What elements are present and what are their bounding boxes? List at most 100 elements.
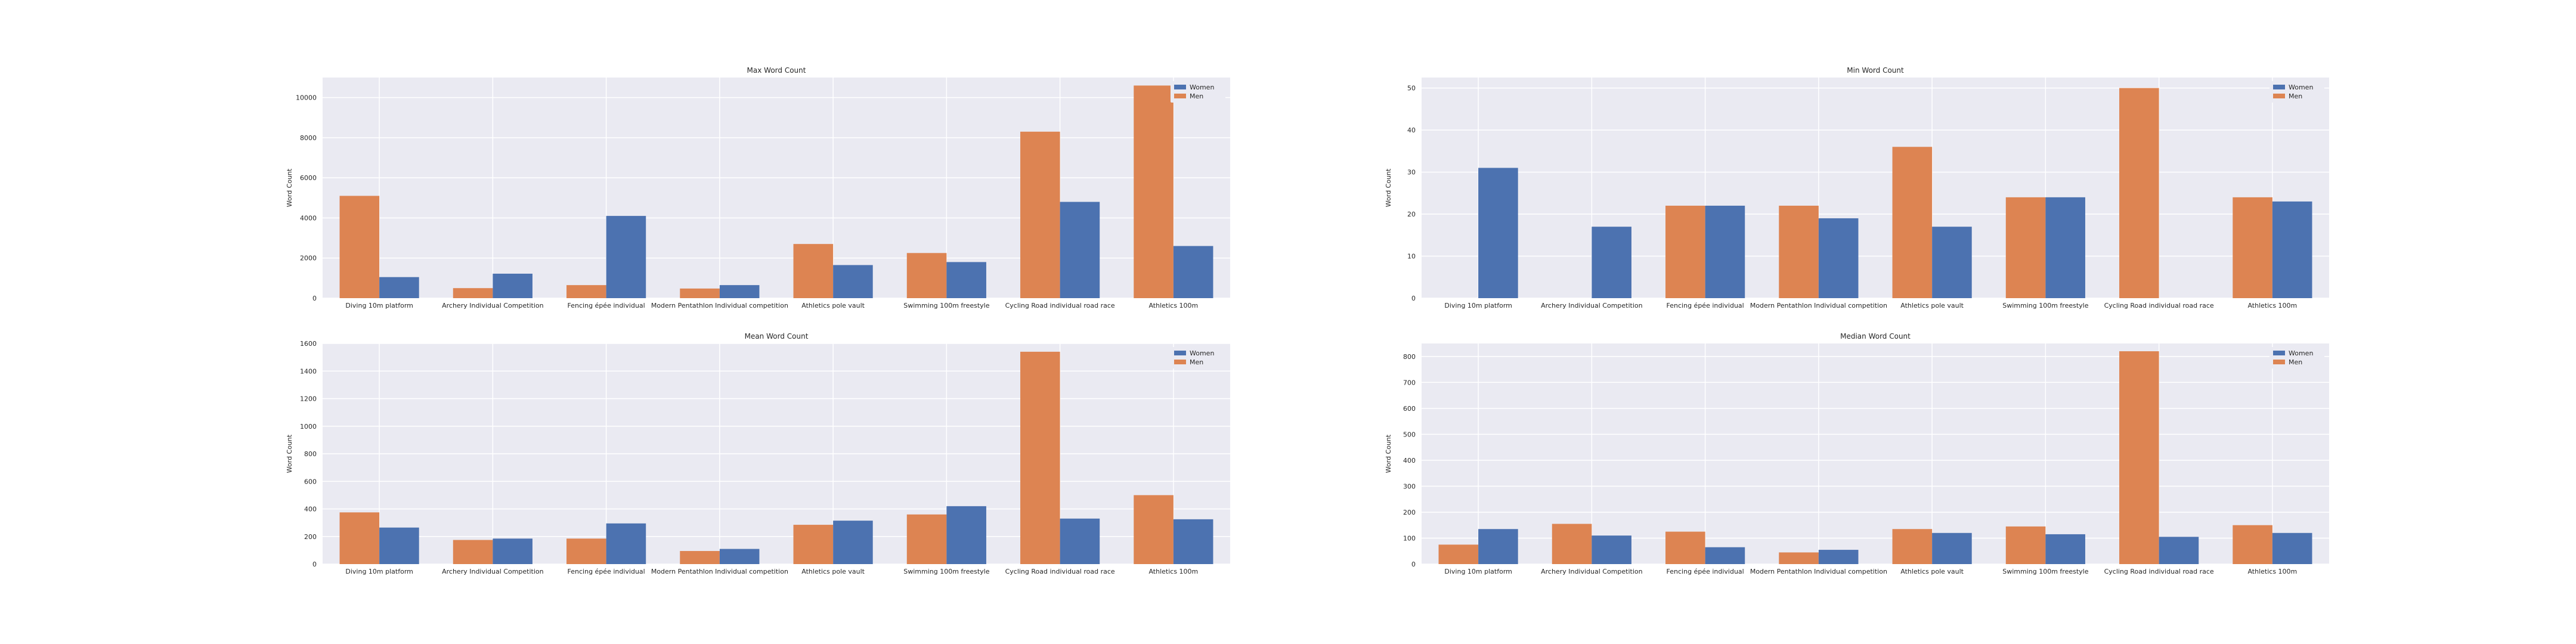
y-tick-label: 20	[1407, 210, 1416, 218]
legend-label-women: Women	[2289, 349, 2313, 357]
chart-title: Median Word Count	[1840, 332, 1911, 340]
bar-men	[339, 512, 380, 564]
bar-women	[1060, 202, 1100, 298]
bar-women	[946, 506, 986, 564]
x-tick-label: Archery Individual Competition	[1541, 568, 1643, 575]
y-tick-label: 40	[1407, 126, 1416, 134]
y-tick-label: 0	[1411, 561, 1416, 568]
y-tick-label: 50	[1407, 85, 1416, 92]
y-tick-label: 1400	[300, 367, 317, 375]
y-tick-label: 500	[1403, 431, 1416, 438]
x-tick-label: Modern Pentathlon Individual competition	[651, 302, 788, 309]
y-tick-label: 0	[312, 561, 317, 568]
bar-women	[1478, 529, 1518, 564]
bar-women	[493, 538, 532, 564]
x-tick-label: Fencing épée individual	[568, 568, 645, 575]
x-tick-label: Cycling Road individual road race	[2104, 302, 2214, 309]
bar-men	[2233, 525, 2272, 564]
y-tick-label: 800	[1403, 353, 1416, 361]
bar-women	[1592, 227, 1631, 298]
bar-women	[2159, 537, 2199, 564]
x-tick-label: Archery Individual Competition	[442, 302, 544, 309]
y-tick-label: 10	[1407, 253, 1416, 261]
x-tick-label: Cycling Road individual road race	[2104, 568, 2214, 575]
bar-men	[566, 285, 606, 298]
bar-women	[1705, 205, 1745, 298]
bar-men	[680, 288, 720, 298]
x-tick-label: Diving 10m platform	[1444, 302, 1512, 309]
y-tick-label: 1600	[300, 340, 317, 348]
bar-women	[719, 549, 760, 564]
bar-women	[719, 285, 760, 298]
bar-women	[1818, 550, 1859, 564]
chart-panel: 0 100 200 300 400 500 600 700 800 Diving 10m plat…	[1385, 332, 2329, 575]
x-tick-label: Fencing épée individual	[1667, 302, 1744, 309]
legend-label-women: Women	[2289, 83, 2313, 91]
bar-women	[379, 277, 419, 298]
bar-women	[606, 523, 646, 564]
bar-women	[493, 273, 532, 298]
legend-swatch-women	[2273, 85, 2285, 89]
bar-men	[1552, 524, 1592, 564]
legend-swatch-women	[2273, 351, 2285, 355]
x-tick-label: Modern Pentathlon Individual competition	[1750, 568, 1887, 575]
legend-swatch-men	[2273, 94, 2285, 98]
bar-men	[453, 288, 493, 298]
bar-women	[2045, 534, 2085, 564]
y-tick-label: 200	[304, 533, 317, 541]
bar-men	[906, 514, 947, 564]
x-tick-label: Athletics 100m	[1148, 568, 1198, 575]
x-tick-label: Cycling Road individual road race	[1005, 568, 1115, 575]
y-tick-label: 400	[304, 506, 317, 513]
y-tick-label: 300	[1403, 482, 1416, 490]
legend-swatch-women	[1174, 351, 1186, 355]
legend-label-women: Women	[1190, 349, 1214, 357]
bar-men	[1779, 205, 1819, 298]
x-tick-label: Athletics pole vault	[1900, 302, 1964, 309]
legend-label-men: Men	[1190, 92, 1203, 100]
bar-women	[1932, 227, 1972, 298]
y-axis-label: Word Count	[1385, 434, 1392, 473]
x-tick-label: Diving 10m platform	[1444, 568, 1512, 575]
legend-label-women: Women	[1190, 83, 1214, 91]
bar-men	[1892, 529, 1933, 564]
legend-swatch-men	[2273, 360, 2285, 364]
bar-men	[1134, 495, 1174, 564]
bar-men	[1892, 147, 1933, 298]
bar-women	[1478, 168, 1518, 298]
bar-men	[793, 525, 834, 564]
bar-men	[453, 540, 493, 564]
bar-men	[2119, 88, 2159, 298]
bar-men	[1665, 531, 1705, 564]
y-tick-label: 800	[304, 450, 317, 458]
y-tick-label: 2000	[300, 255, 317, 262]
bar-men	[906, 253, 947, 298]
y-axis-label: Word Count	[286, 434, 293, 473]
y-tick-label: 10000	[296, 94, 317, 102]
x-tick-label: Athletics 100m	[2247, 302, 2297, 309]
chart-panel: 0 10 20 30 40 50 Diving 10m platform Archery In…	[1385, 66, 2329, 309]
bar-men	[793, 244, 834, 298]
bar-women	[1705, 547, 1745, 564]
bar-men	[680, 551, 720, 564]
bar-women	[1173, 519, 1213, 564]
chart-title: Min Word Count	[1847, 66, 1904, 75]
y-tick-label: 30	[1407, 169, 1416, 177]
x-tick-label: Diving 10m platform	[345, 302, 413, 309]
chart-panel: 0 200 400 600 800 1000 1200 1400 1600 Diving 10m …	[286, 332, 1230, 575]
x-tick-label: Fencing épée individual	[1667, 568, 1744, 575]
legend-swatch-men	[1174, 360, 1186, 364]
y-tick-label: 600	[304, 478, 317, 485]
y-tick-label: 400	[1403, 457, 1416, 465]
y-tick-label: 4000	[300, 214, 317, 222]
bar-men	[2005, 197, 2046, 298]
chart-title: Mean Word Count	[745, 332, 809, 340]
x-tick-label: Athletics 100m	[2247, 568, 2297, 575]
bar-women	[606, 216, 646, 298]
x-tick-label: Cycling Road individual road race	[1005, 302, 1115, 309]
y-tick-label: 700	[1403, 379, 1416, 386]
y-tick-label: 200	[1403, 509, 1416, 516]
